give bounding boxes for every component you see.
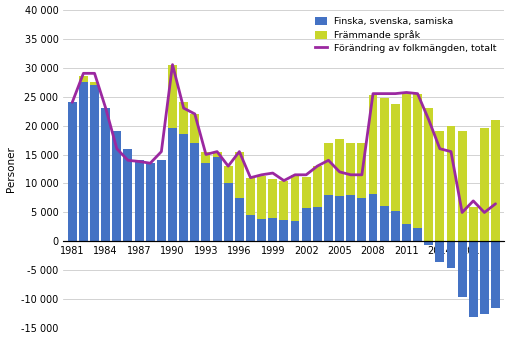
Bar (112, 131, 121, 241)
Bar (268, 179, 277, 218)
Y-axis label: Personer: Personer (6, 146, 16, 192)
Bar (457, 131, 466, 241)
Bar (323, 195, 332, 241)
Bar (279, 220, 288, 241)
Bar (412, 94, 421, 227)
Bar (245, 178, 254, 215)
Bar (257, 219, 266, 241)
Bar (290, 175, 299, 221)
Bar (79, 82, 88, 241)
Bar (346, 195, 354, 241)
Bar (334, 139, 344, 196)
Bar (412, 227, 421, 241)
Bar (368, 95, 377, 194)
Bar (279, 181, 288, 220)
Bar (446, 125, 455, 241)
Bar (190, 143, 199, 241)
Bar (323, 143, 332, 195)
Bar (257, 176, 266, 219)
Bar (179, 134, 188, 241)
Bar (401, 223, 410, 241)
Bar (435, 241, 443, 262)
Bar (312, 207, 321, 241)
Bar (212, 157, 221, 241)
Bar (90, 85, 99, 241)
Bar (379, 205, 388, 241)
Bar (245, 215, 254, 241)
Bar (468, 207, 477, 241)
Bar (212, 152, 221, 157)
Bar (134, 160, 143, 241)
Bar (168, 129, 177, 241)
Bar (334, 196, 344, 241)
Bar (468, 241, 477, 317)
Legend: Finska, svenska, samiska, Främmande språk, Förändring av folkmängden, totalt: Finska, svenska, samiska, Främmande språ… (312, 14, 499, 56)
Bar (123, 149, 132, 241)
Bar (223, 184, 232, 241)
Bar (490, 120, 499, 241)
Bar (223, 166, 232, 184)
Bar (268, 218, 277, 241)
Bar (312, 166, 321, 207)
Bar (357, 198, 365, 241)
Bar (423, 241, 432, 245)
Bar (346, 143, 354, 195)
Bar (390, 211, 399, 241)
Bar (190, 114, 199, 143)
Bar (201, 152, 210, 163)
Bar (379, 98, 388, 205)
Bar (201, 163, 210, 241)
Bar (301, 208, 310, 241)
Bar (79, 76, 88, 82)
Bar (357, 143, 365, 198)
Bar (490, 241, 499, 308)
Bar (368, 194, 377, 241)
Bar (301, 176, 310, 208)
Bar (479, 241, 488, 314)
Bar (146, 163, 154, 241)
Bar (423, 108, 432, 241)
Bar (401, 93, 410, 223)
Bar (446, 241, 455, 268)
Bar (435, 131, 443, 241)
Bar (457, 241, 466, 296)
Bar (101, 108, 110, 241)
Bar (235, 152, 243, 198)
Bar (235, 198, 243, 241)
Bar (90, 82, 99, 85)
Bar (168, 65, 177, 129)
Bar (179, 102, 188, 134)
Bar (290, 221, 299, 241)
Bar (68, 102, 76, 241)
Bar (479, 129, 488, 241)
Bar (390, 104, 399, 211)
Bar (157, 160, 165, 241)
